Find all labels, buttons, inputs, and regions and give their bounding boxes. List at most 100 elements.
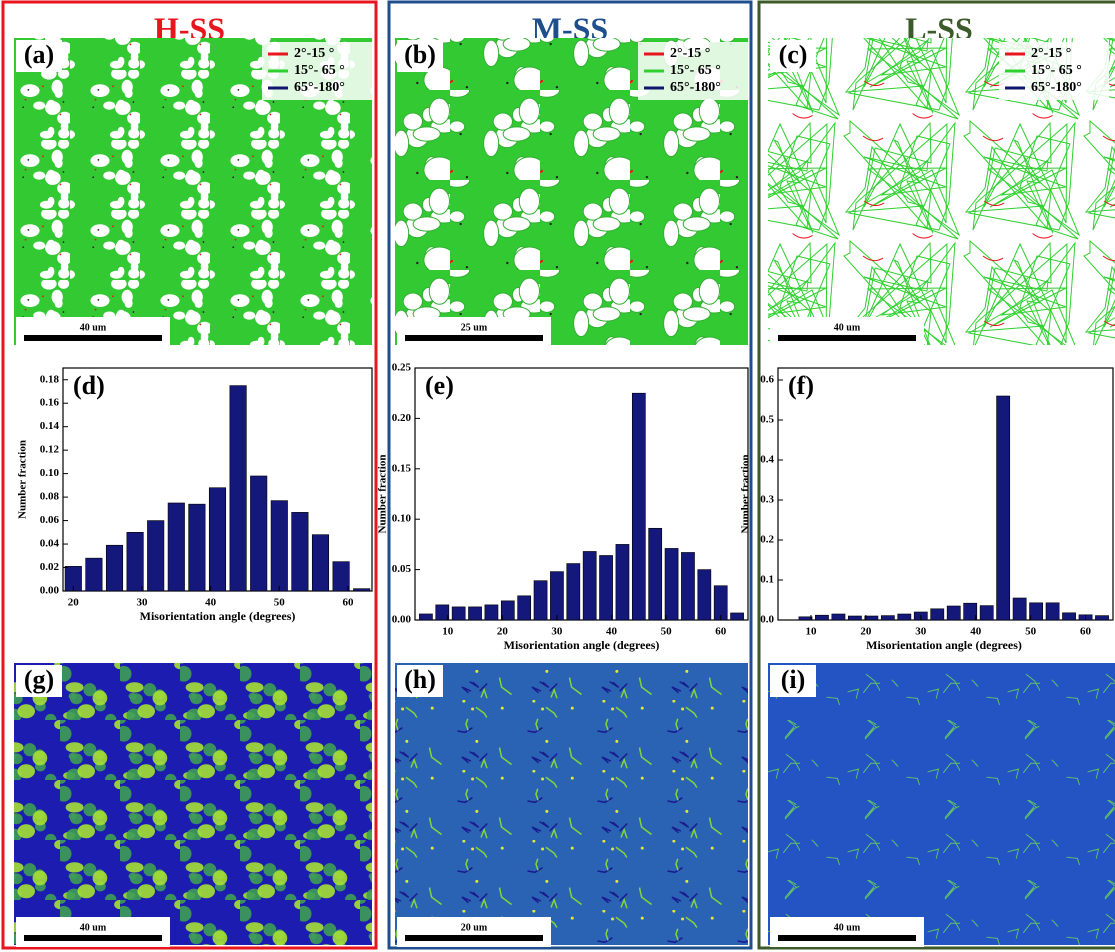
bar [311,534,330,592]
bar [105,544,124,592]
kam-map [14,663,372,945]
scale-bar-bg [770,917,924,947]
panel-label: (h) [404,665,436,694]
bar [996,395,1011,621]
x-tick-label: 30 [915,626,927,638]
scale-bar [778,335,916,341]
bar [291,512,309,592]
y-tick-label: 0.00 [392,614,412,626]
legend-label: 15°- 65 ° [670,63,721,78]
y-tick-label: 0.25 [392,362,412,374]
y-tick-label: 0.06 [40,514,60,526]
legend-label: 2°-15 ° [294,46,334,61]
panel-label-bg [16,665,62,697]
panel-label-bg [770,665,816,697]
legend-label: 2°-15 ° [1031,46,1071,61]
bar [880,615,895,621]
bar [85,557,103,592]
legend-label: 2°-15 ° [670,46,710,61]
x-tick-label: 30 [136,597,148,609]
bar [864,615,879,621]
panel-label: (i) [781,665,806,694]
panel-label: (b) [404,40,436,69]
y-tick-label: 0.6 [760,374,774,386]
x-tick-label: 60 [1080,626,1092,638]
bar [208,487,227,592]
bar [847,615,862,621]
legend-label: 15°- 65 ° [294,63,345,78]
scale-bar-label: 25 um [461,322,488,333]
bar [250,475,268,592]
bar [1095,615,1109,621]
bar [1045,602,1060,621]
scale-bar [405,335,543,341]
x-tick-label: 10 [805,626,817,638]
y-tick-label: 0.14 [40,420,60,432]
x-tick-label: 20 [68,597,80,609]
x-axis-label: Misorientation angle (degrees) [504,638,660,652]
y-axis-label: Number fraction [17,440,29,519]
bar [599,555,613,621]
legend-label: 15°- 65 ° [1031,63,1082,78]
bar [353,588,371,592]
scale-bar-label: 40 um [834,322,861,333]
y-tick-label: 0.04 [40,538,60,550]
bar [1012,597,1027,621]
legend-label: 65°-180° [670,80,721,95]
bar [229,385,247,592]
x-tick-label: 50 [1025,626,1037,638]
scale-bar-bg [397,317,551,347]
bar [270,500,288,592]
bar [126,532,144,592]
x-tick-label: 60 [342,597,354,609]
plot-area [777,367,1114,621]
x-tick-label: 40 [606,626,618,638]
bar [631,392,646,621]
bar [550,571,564,621]
y-tick-label: 0.20 [392,412,412,424]
scale-bar-label: 20 um [461,922,488,933]
column-frame [757,0,1115,950]
bar [946,605,961,621]
y-tick-label: 0.2 [760,534,774,546]
x-tick-label: 20 [860,626,872,638]
y-tick-label: 0.00 [40,585,60,597]
y-tick-label: 0.16 [40,397,60,409]
y-tick-label: 0.10 [392,513,412,525]
panel-label-bg [397,40,443,72]
column-frame [387,0,753,950]
scale-bar-label: 40 um [80,922,107,933]
bar [897,613,912,621]
scale-bar-bg [770,317,924,347]
scale-bar-bg [397,917,551,947]
x-tick-label: 10 [442,626,454,638]
bar [167,502,185,592]
bar [681,552,695,621]
bar [713,585,728,621]
scale-bar-bg [16,917,170,947]
panel-label-bg [770,40,816,72]
x-tick-label: 50 [661,626,673,638]
bar [815,614,829,621]
bar [566,563,581,621]
bar [435,604,450,621]
y-tick-label: 0.02 [40,561,60,573]
bar [468,606,482,621]
y-axis-label: Number fraction [740,455,752,534]
bar [147,520,165,592]
kam-map [768,663,1115,945]
y-tick-label: 0.4 [760,454,774,466]
bar [648,527,663,621]
bar [500,600,515,621]
y-tick-label: 0.15 [392,462,412,474]
bar [963,602,978,621]
scale-bar [24,335,162,341]
y-tick-label: 0.18 [40,373,60,385]
bar [1062,612,1076,621]
panel-label: (e) [425,371,454,400]
legend-label: 65°-180° [294,80,345,95]
panel-label: (c) [779,40,808,69]
panel-label-bg [397,665,443,697]
panel-label: (a) [24,40,54,69]
